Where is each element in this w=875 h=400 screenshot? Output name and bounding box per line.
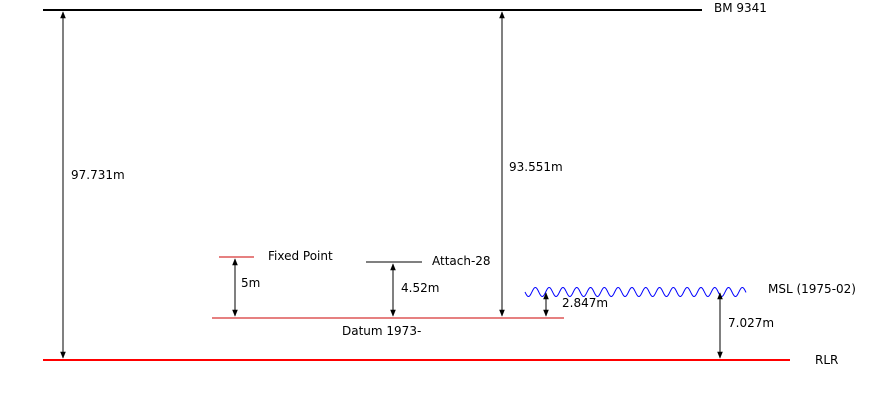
- msl-to-rlr-value: 7.027m: [728, 316, 774, 330]
- fixed-to-datum-value: 5m: [241, 276, 260, 290]
- msl-to-datum-value: 2.847m: [562, 296, 608, 310]
- bm-to-datum-value: 93.551m: [509, 160, 563, 174]
- msl-label: MSL (1975-02): [768, 282, 856, 296]
- datum-label: Datum 1973-: [342, 324, 421, 338]
- attach-label: Attach-28: [432, 254, 491, 268]
- attach-to-datum-value: 4.52m: [401, 281, 439, 295]
- bm-label: BM 9341: [714, 1, 767, 15]
- rlr-label: RLR: [815, 353, 838, 367]
- msl-wave-line: [524, 286, 747, 298]
- fixed-point-label: Fixed Point: [268, 249, 333, 263]
- bm-to-rlr-value: 97.731m: [71, 168, 125, 182]
